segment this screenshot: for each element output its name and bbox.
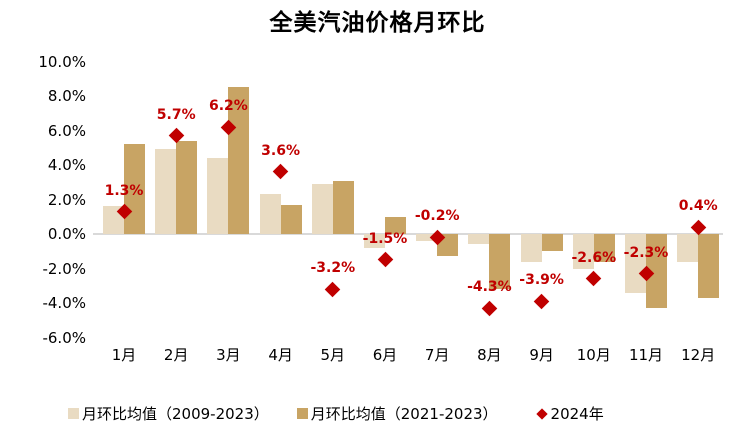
marker-2024-diamond	[481, 300, 498, 316]
marker-value-label: -0.2%	[414, 208, 460, 225]
x-axis-label: 2月	[163, 346, 189, 364]
zero-gridline	[93, 233, 723, 235]
y-axis-label: -2.0%	[42, 259, 86, 278]
marker-2024-diamond	[325, 281, 341, 297]
legend-label: 月环比均值（2009-2023）	[82, 405, 269, 423]
marker-2024-diamond	[533, 293, 550, 310]
legend-item: 月环比均值（2021-2023）	[296, 403, 498, 424]
legend-item: 月环比均值（2009-2023）	[68, 403, 269, 424]
bar-avg-2009-2023	[311, 183, 333, 234]
chart-title: 全美汽油价格月环比	[269, 10, 486, 36]
bar-avg-2009-2023	[572, 234, 594, 269]
legend-swatch-icon	[68, 408, 79, 419]
y-axis-label: 4.0%	[47, 156, 86, 174]
marker-2024-diamond	[586, 271, 602, 287]
marker-value-label: -2.3%	[623, 244, 669, 261]
marker-value-label: 0.4%	[678, 198, 718, 215]
marker-value-label: 5.7%	[156, 106, 196, 123]
bar-avg-2021-2023	[489, 234, 511, 290]
x-axis-label: 8月	[477, 346, 502, 364]
bar-avg-2021-2023	[332, 180, 354, 234]
legend-label: 月环比均值（2021-2023）	[310, 405, 498, 423]
x-axis-label: 10月	[576, 346, 611, 364]
marker-value-label: 1.3%	[104, 182, 144, 199]
bar-avg-2009-2023	[259, 194, 281, 234]
x-axis-label: 1月	[111, 346, 137, 364]
y-axis-label: 10.0%	[38, 52, 86, 71]
bar-avg-2021-2023	[385, 216, 406, 234]
bar-avg-2009-2023	[468, 234, 490, 245]
bar-avg-2021-2023	[176, 140, 198, 234]
x-axis-label: 5月	[320, 346, 346, 364]
x-axis-label: 9月	[529, 346, 554, 364]
legend-item: 2024年	[526, 403, 604, 424]
marker-value-label: -1.5%	[362, 230, 408, 247]
bar-avg-2021-2023	[541, 234, 563, 252]
bar-avg-2009-2023	[207, 158, 229, 234]
marker-value-label: -3.2%	[310, 260, 356, 277]
marker-value-label: -3.9%	[519, 272, 564, 289]
marker-value-label: 3.6%	[261, 142, 300, 159]
x-axis-label: 6月	[372, 346, 398, 364]
legend-swatch-icon	[296, 408, 308, 419]
x-axis-label: 12月	[681, 346, 716, 364]
x-axis-label: 11月	[628, 346, 664, 364]
bar-avg-2021-2023	[280, 204, 302, 234]
y-axis-label: -6.0%	[42, 328, 86, 347]
bar-avg-2009-2023	[625, 234, 646, 293]
legend: 月环比均值（2009-2023） 月环比均值（2021-2023） 2024年	[68, 403, 604, 424]
x-axis-label: 4月	[268, 346, 293, 364]
marker-2024-diamond	[272, 164, 289, 180]
bar-avg-2021-2023	[593, 234, 615, 262]
marker-value-label: -2.6%	[571, 249, 617, 266]
bar-avg-2009-2023	[416, 234, 438, 241]
y-axis-label: -4.0%	[42, 294, 86, 312]
bar-avg-2009-2023	[155, 149, 177, 234]
marker-2024-diamond	[377, 252, 393, 268]
marker-value-label: 6.2%	[208, 98, 248, 115]
x-axis-label: 3月	[216, 346, 241, 364]
legend-diamond-icon	[535, 407, 548, 420]
bar-avg-2009-2023	[677, 234, 699, 262]
bar-avg-2021-2023	[646, 234, 667, 309]
y-axis-label: 6.0%	[47, 121, 86, 140]
bar-avg-2009-2023	[520, 234, 542, 262]
y-axis-label: 8.0%	[47, 87, 86, 105]
marker-value-label: -4.3%	[467, 279, 512, 296]
y-axis-label: 0.0%	[47, 225, 86, 243]
bar-avg-2009-2023	[364, 234, 385, 248]
legend-label: 2024年	[550, 405, 604, 423]
y-axis-label: 2.0%	[47, 190, 86, 209]
x-axis-label: 7月	[424, 346, 450, 364]
bar-avg-2021-2023	[698, 234, 720, 298]
